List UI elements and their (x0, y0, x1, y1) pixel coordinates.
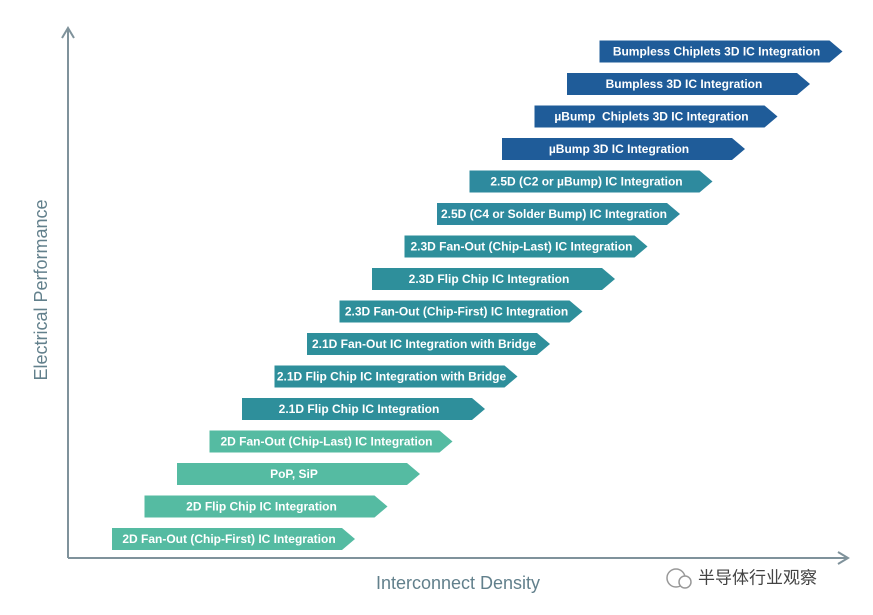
arrow-item: 2.1D Fan-Out IC Integration with Bridge (307, 333, 550, 355)
arrow-shape (567, 73, 810, 95)
arrow-shape (437, 203, 680, 225)
arrow-shape (599, 40, 843, 63)
arrow-shape (404, 235, 648, 258)
arrow-label: 2.1D Flip Chip IC Integration with Bridg… (277, 370, 507, 384)
arrow-label: 2.3D Flip Chip IC Integration (409, 272, 570, 286)
arrow-label: 2D Flip Chip IC Integration (186, 500, 337, 514)
watermark-group: 半导体行业观察 (666, 568, 817, 589)
arrow-item: 2.5D (C4 or Solder Bump) IC Integration (437, 203, 680, 225)
arrow-item: 2.3D Fan-Out (Chip-Last) IC Integration (404, 235, 648, 258)
arrow-shape (372, 268, 615, 290)
arrow-shape (144, 495, 388, 518)
arrow-item: 2D Fan-Out (Chip-Last) IC Integration (209, 430, 453, 453)
arrow-shape (177, 463, 420, 485)
arrow-label: 2.5D (C4 or Solder Bump) IC Integration (441, 207, 667, 221)
arrow-item: µBump Chiplets 3D IC Integration (534, 105, 778, 128)
watermark: 半导体行业观察 (698, 568, 817, 587)
arrow-label: 2.3D Fan-Out (Chip-First) IC Integration (345, 305, 568, 319)
arrow-label: Bumpless Chiplets 3D IC Integration (613, 45, 820, 59)
arrow-shape (534, 105, 778, 128)
arrow-shape (242, 398, 485, 420)
items: 2D Fan-Out (Chip-First) IC Integration 2D… (112, 40, 843, 550)
x-axis-arrow (837, 551, 850, 565)
arrow-item: Bumpless Chiplets 3D IC Integration (599, 40, 843, 63)
arrow-shape (209, 430, 453, 453)
y-axis-label: Electrical Performance (31, 199, 51, 380)
arrow-item: Bumpless 3D IC Integration (567, 73, 810, 95)
arrow-label: 2D Fan-Out (Chip-Last) IC Integration (221, 435, 433, 449)
arrow-label: PoP, SiP (270, 467, 318, 481)
arrow-item: 2D Flip Chip IC Integration (144, 495, 388, 518)
arrow-shape (307, 333, 550, 355)
arrow-item: µBump 3D IC Integration (502, 138, 745, 160)
arrow-shape (469, 170, 713, 193)
arrow-label: µBump 3D IC Integration (549, 142, 689, 156)
arrow-shape (274, 365, 518, 388)
arrow-shape (502, 138, 745, 160)
arrow-item: 2.1D Flip Chip IC Integration (242, 398, 485, 420)
arrow-label: µBump Chiplets 3D IC Integration (554, 110, 748, 124)
arrow-label: 2.1D Fan-Out IC Integration with Bridge (312, 337, 536, 351)
arrow-label: Bumpless 3D IC Integration (606, 77, 763, 91)
watermark-icon (678, 575, 692, 589)
arrow-item: PoP, SiP (177, 463, 420, 485)
arrow-label: 2.5D (C2 or µBump) IC Integration (490, 175, 682, 189)
arrow-item: 2.5D (C2 or µBump) IC Integration (469, 170, 713, 193)
arrow-shape (339, 300, 583, 323)
arrow-item: 2.1D Flip Chip IC Integration with Bridg… (274, 365, 518, 388)
arrow-label: 2.3D Fan-Out (Chip-Last) IC Integration (411, 240, 633, 254)
arrow-item: 2.3D Flip Chip IC Integration (372, 268, 615, 290)
arrow-item: 2D Fan-Out (Chip-First) IC Integration (112, 528, 355, 550)
arrow-label: 2.1D Flip Chip IC Integration (279, 402, 440, 416)
arrow-item: 2.3D Fan-Out (Chip-First) IC Integration (339, 300, 583, 323)
arrow-shape (112, 528, 355, 550)
arrow-label: 2D Fan-Out (Chip-First) IC Integration (122, 532, 335, 546)
y-axis-arrow (61, 26, 75, 39)
axes (61, 26, 850, 565)
x-axis-label: Interconnect Density (376, 573, 540, 593)
